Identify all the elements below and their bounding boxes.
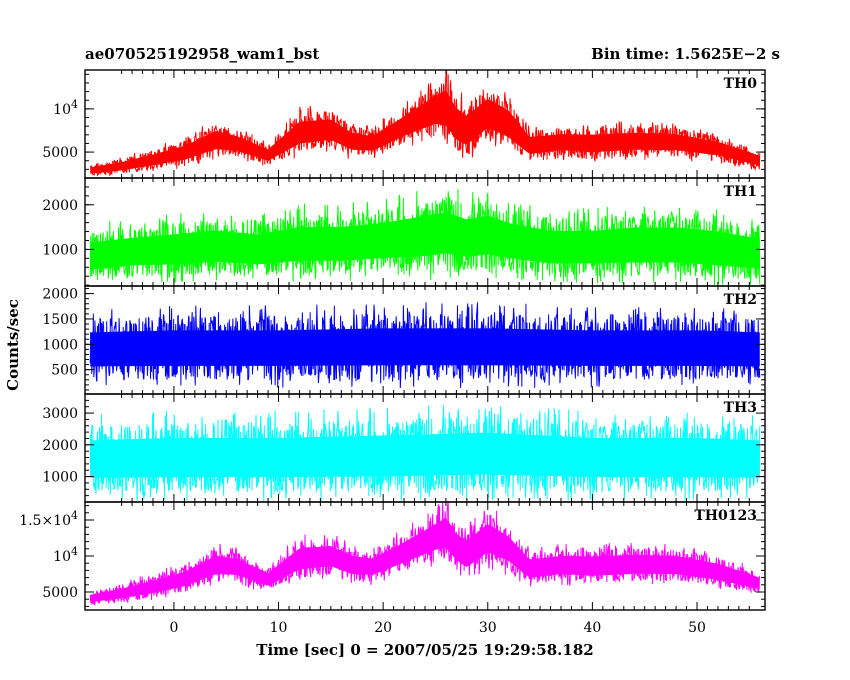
series-line-th2 — [89, 302, 761, 389]
x-tick-label: 10 — [270, 620, 288, 636]
panel-label-th2: TH2 — [724, 292, 757, 308]
series-line-th3 — [89, 404, 761, 502]
panel-th3: 1000 2000 3000 TH3 — [42, 393, 766, 503]
series-line-th1 — [89, 189, 761, 286]
x-tick-labels: 0 10 20 30 40 50 — [169, 620, 705, 636]
y-axis-label: Counts/sec — [4, 299, 22, 391]
x-tick-label: 30 — [479, 620, 497, 636]
y-tick-label: 104 — [53, 545, 78, 565]
series-line-th0123 — [89, 502, 761, 606]
y-tick-label: 5000 — [42, 145, 78, 161]
series-line-th0 — [89, 70, 761, 177]
y-tick-label: 2000 — [42, 438, 78, 454]
panel-label-th0123: TH0123 — [694, 508, 757, 524]
y-tick-label: 3000 — [42, 406, 78, 422]
y-tick-label: 5000 — [42, 585, 78, 601]
x-tick-label: 50 — [688, 620, 706, 636]
y-tick-label: 2000 — [42, 287, 78, 303]
y-tick-label: 2000 — [42, 198, 78, 214]
x-axis-label: Time [sec] 0 = 2007/05/25 19:29:58.182 — [256, 641, 593, 659]
y-tick-label: 500 — [51, 363, 78, 379]
panel-th0: 5000 104 TH0 — [42, 69, 766, 179]
x-tick-label: 40 — [583, 620, 601, 636]
chart-title-right: Bin time: 1.5625E−2 s — [591, 45, 780, 63]
chart-title-left: ae070525192958_wam1_bst — [85, 45, 319, 63]
panel-th0123: 5000 104 1.5×104 TH0123 — [19, 501, 766, 611]
y-tick-label: 1.5×104 — [19, 509, 78, 529]
panel-th2: 500 1000 1500 2000 TH2 — [42, 285, 766, 395]
panel-label-th1: TH1 — [724, 184, 757, 200]
x-tick-label: 20 — [374, 620, 392, 636]
panels: 5000 104 TH0 1000 2000 TH1 500 1000 1500 2000 TH2 1… — [19, 69, 766, 611]
y-tick-label: 1000 — [42, 337, 78, 353]
panel-label-th3: TH3 — [724, 400, 757, 416]
y-tick-label: 1000 — [42, 242, 78, 258]
panel-label-th0: TH0 — [724, 76, 758, 92]
y-tick-label: 1500 — [42, 312, 78, 328]
x-tick-label: 0 — [169, 620, 178, 636]
y-tick-label: 104 — [53, 98, 78, 118]
panel-th1: 1000 2000 TH1 — [42, 177, 766, 287]
y-tick-label: 1000 — [42, 470, 78, 486]
